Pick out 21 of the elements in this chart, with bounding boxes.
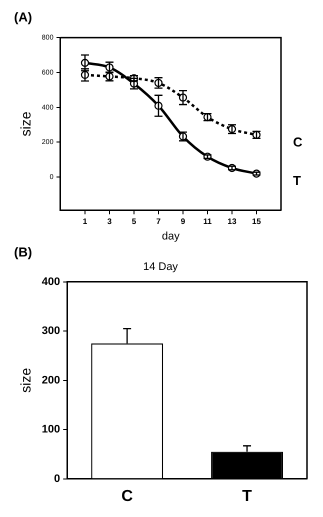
x-tick-label: 13 [228,217,237,226]
y-tick-label: 200 [42,374,60,386]
y-tick-label: 300 [42,325,60,338]
x-tick-label: 15 [252,217,262,226]
text: C [293,134,303,150]
chart-title: (A) [14,9,32,24]
y-tick-label: 400 [42,276,60,288]
y-axis-title: size [17,368,34,393]
x-tick-label: 9 [180,217,186,226]
x-tick-label: 11 [203,217,212,226]
y-tick-label: 100 [42,424,60,436]
text: T [293,173,301,188]
x-tick-label: 1 [82,217,88,226]
x-tick-label: 5 [132,217,137,226]
x-axis-title: day [162,230,180,242]
x-tick-label: 3 [107,217,112,226]
chart-title: (B) [14,244,32,260]
x-tick-label: 7 [156,217,162,226]
y-tick-label: 0 [54,472,60,485]
chart-subtitle: 14 Day [143,261,178,274]
y-axis-title: size [17,111,34,136]
